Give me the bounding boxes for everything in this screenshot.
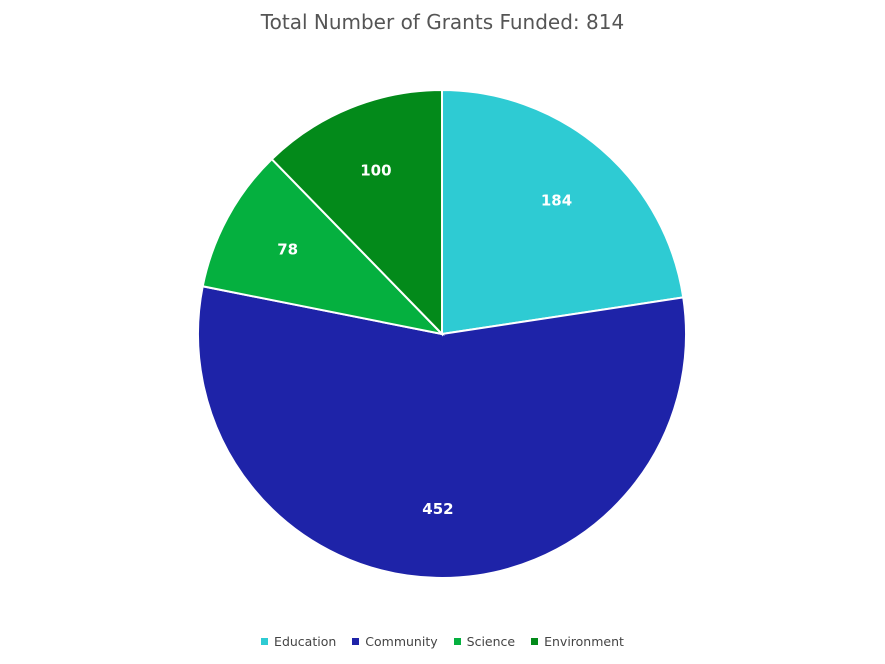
data-label-environment: 100 xyxy=(360,162,391,180)
legend-item-education: Education xyxy=(261,634,336,649)
legend-label: Science xyxy=(466,634,516,649)
pie-slice-science xyxy=(201,157,445,336)
pie-data-labels: 184 452 78 100 xyxy=(277,162,572,518)
data-label-education: 184 xyxy=(541,191,572,209)
data-label-community: 452 xyxy=(422,500,453,518)
pie-slice-education xyxy=(441,88,685,336)
legend-swatch xyxy=(531,638,539,645)
legend-swatch xyxy=(352,638,360,645)
data-label-science: 78 xyxy=(277,241,298,259)
pie-slice-community xyxy=(197,285,687,579)
legend-swatch xyxy=(261,638,269,645)
pie-slices xyxy=(197,88,687,579)
legend-swatch xyxy=(453,638,461,645)
chart-title: Total Number of Grants Funded: 814 xyxy=(260,10,625,34)
legend-item-environment: Environment xyxy=(531,634,624,649)
legend-label: Environment xyxy=(544,634,624,649)
pie-slice-environment xyxy=(270,88,443,337)
legend-item-science: Science xyxy=(453,634,516,649)
chart-legend: Education Community Science Environment xyxy=(0,634,885,649)
legend-label: Community xyxy=(365,634,438,649)
legend-label: Education xyxy=(274,634,337,649)
legend-item-community: Community xyxy=(352,634,438,649)
